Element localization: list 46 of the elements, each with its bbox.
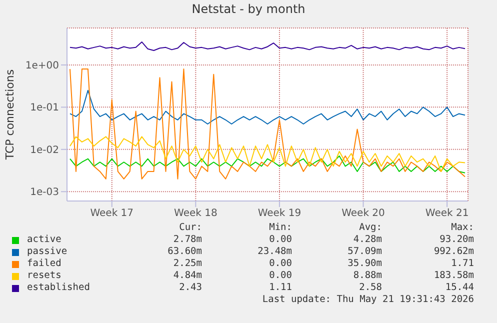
- legend-label: passive: [26, 246, 68, 258]
- text: 1.11: [268, 282, 292, 294]
- text: 183.58m: [432, 270, 474, 282]
- text: 2.78m: [172, 234, 202, 246]
- text: 2.25m: [172, 258, 202, 270]
- text: Cur:: [178, 222, 202, 234]
- line-series: [69, 155, 466, 174]
- text: 4.28m: [352, 234, 382, 246]
- text: 2.58: [358, 282, 382, 294]
- legend-label: established: [26, 282, 91, 294]
- text: 23.48m: [256, 246, 292, 258]
- x-tick-label: Week 20: [342, 208, 385, 220]
- text: Min:: [268, 222, 292, 234]
- text: 15.44: [444, 282, 474, 294]
- x-tick-label: Week 19: [258, 208, 302, 220]
- legend-label: resets: [26, 270, 62, 282]
- text: 2.43: [178, 282, 202, 294]
- x-tick-label: Week 18: [174, 208, 218, 220]
- y-tick-label: 1e-01: [30, 102, 59, 114]
- line-series: [69, 68, 466, 180]
- text: 1.71: [450, 258, 474, 270]
- text: Last update: Thu May 21 19:31:43 2026: [261, 294, 474, 306]
- y-tick-label: 1e-02: [30, 144, 59, 156]
- text: 63.60m: [166, 246, 202, 258]
- chart-title: Netstat - by month: [190, 2, 306, 16]
- y-tick-label: 1e+00: [25, 60, 59, 72]
- text: 93.20m: [438, 234, 474, 246]
- x-tick-label: Week 17: [90, 208, 134, 220]
- text: 35.90m: [346, 258, 382, 270]
- text: 4.84m: [172, 270, 202, 282]
- line-series: [69, 41, 466, 51]
- text: Max:: [450, 222, 474, 234]
- text: 0.00: [268, 258, 292, 270]
- y-tick-label: 1e-03: [30, 187, 59, 198]
- y-axis-title: TCP connections: [4, 69, 17, 160]
- line-series: [69, 90, 466, 124]
- text: 0.00: [268, 234, 292, 246]
- text: 992.62m: [432, 246, 474, 258]
- line-series: [69, 136, 466, 172]
- text: 0.00: [268, 270, 292, 282]
- legend-label: active: [26, 234, 62, 246]
- text: Avg:: [358, 222, 382, 234]
- x-tick-label: Week 21: [425, 208, 469, 220]
- text: 57.09m: [346, 246, 382, 258]
- text: 8.88m: [352, 270, 382, 282]
- legend-label: failed: [26, 258, 62, 270]
